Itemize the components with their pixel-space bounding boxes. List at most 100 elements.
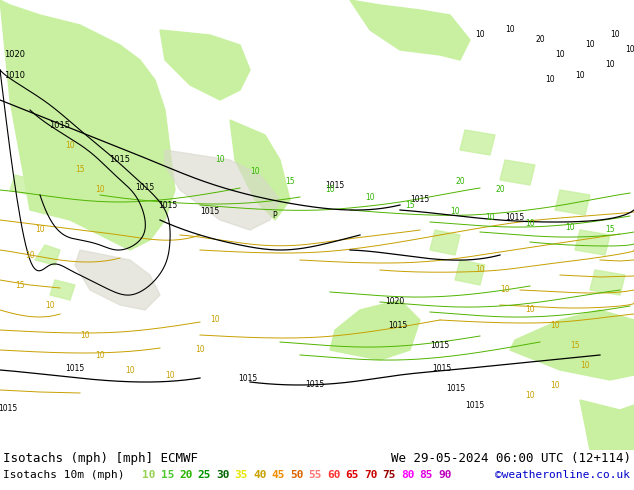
Text: 15: 15 (285, 177, 295, 187)
Text: 1015: 1015 (389, 320, 408, 329)
Polygon shape (590, 270, 625, 295)
Text: 1015: 1015 (410, 196, 430, 204)
Text: 1015: 1015 (446, 384, 465, 392)
Text: 10: 10 (580, 361, 590, 369)
Text: 1015: 1015 (430, 341, 450, 349)
Text: 10: 10 (80, 330, 90, 340)
Text: 10: 10 (95, 350, 105, 360)
Polygon shape (350, 0, 470, 60)
Polygon shape (330, 300, 420, 360)
Text: 10: 10 (65, 141, 75, 149)
Text: 20: 20 (179, 470, 193, 480)
Text: 10: 10 (585, 41, 595, 49)
Text: 25: 25 (198, 470, 211, 480)
Text: 10: 10 (125, 366, 135, 374)
Text: 15: 15 (570, 341, 580, 349)
Text: 10: 10 (195, 345, 205, 354)
Text: 90: 90 (438, 470, 451, 480)
Polygon shape (35, 245, 60, 265)
Text: 15: 15 (605, 225, 615, 235)
Polygon shape (160, 30, 250, 100)
Text: 1015: 1015 (110, 155, 131, 165)
Text: 10: 10 (525, 391, 535, 399)
Text: 1015: 1015 (136, 183, 155, 193)
Text: 10: 10 (165, 370, 175, 379)
Text: P: P (273, 211, 277, 220)
Polygon shape (580, 400, 634, 450)
Text: 10: 10 (485, 214, 495, 222)
Text: 10: 10 (555, 50, 565, 59)
Text: 1015: 1015 (158, 200, 178, 210)
Polygon shape (430, 230, 460, 255)
Text: 60: 60 (327, 470, 340, 480)
Text: 85: 85 (420, 470, 433, 480)
Text: 15: 15 (405, 200, 415, 210)
Polygon shape (575, 230, 610, 255)
Text: 10: 10 (95, 186, 105, 195)
Text: 10: 10 (325, 186, 335, 195)
Text: 1015: 1015 (465, 400, 484, 410)
Text: 40: 40 (253, 470, 266, 480)
Text: 1015: 1015 (49, 121, 70, 129)
Text: 20: 20 (455, 177, 465, 187)
Text: 10: 10 (525, 220, 535, 228)
Polygon shape (510, 310, 634, 380)
Text: 1015: 1015 (432, 364, 451, 372)
Text: 1015: 1015 (0, 403, 18, 413)
Polygon shape (50, 280, 75, 300)
Polygon shape (0, 0, 175, 250)
Text: 10: 10 (525, 305, 535, 315)
Text: 10: 10 (25, 250, 35, 260)
Text: 10: 10 (45, 300, 55, 310)
Text: 15: 15 (15, 280, 25, 290)
Text: 15: 15 (75, 166, 85, 174)
Text: 10: 10 (625, 46, 634, 54)
Text: 10: 10 (500, 286, 510, 294)
Text: 20: 20 (535, 35, 545, 45)
Text: 10: 10 (142, 470, 155, 480)
Polygon shape (10, 175, 35, 195)
Text: 10: 10 (610, 30, 620, 40)
Text: 55: 55 (309, 470, 322, 480)
Text: 15: 15 (160, 470, 174, 480)
Text: 45: 45 (271, 470, 285, 480)
Text: 10: 10 (215, 155, 225, 165)
Text: 10: 10 (550, 381, 560, 390)
Text: 65: 65 (346, 470, 359, 480)
Text: 75: 75 (382, 470, 396, 480)
Text: 10: 10 (250, 168, 260, 176)
Text: 10: 10 (365, 194, 375, 202)
Text: 20: 20 (495, 186, 505, 195)
Text: 10: 10 (605, 60, 615, 70)
Text: 70: 70 (364, 470, 377, 480)
Text: 10: 10 (505, 25, 515, 34)
Text: 1015: 1015 (200, 207, 219, 217)
Polygon shape (75, 250, 160, 310)
Text: 50: 50 (290, 470, 304, 480)
Text: 10: 10 (476, 30, 485, 40)
Polygon shape (555, 190, 590, 215)
Text: ©weatheronline.co.uk: ©weatheronline.co.uk (495, 470, 630, 480)
Text: 10: 10 (550, 320, 560, 329)
Text: 10: 10 (36, 225, 45, 235)
Text: We 29-05-2024 06:00 UTC (12+114): We 29-05-2024 06:00 UTC (12+114) (391, 452, 631, 465)
Text: 1015: 1015 (238, 373, 257, 383)
Text: 80: 80 (401, 470, 415, 480)
Text: 10: 10 (476, 266, 485, 274)
Polygon shape (460, 130, 495, 155)
Text: 10: 10 (210, 316, 220, 324)
Polygon shape (230, 120, 290, 220)
Text: 1020: 1020 (4, 50, 25, 59)
Text: 35: 35 (235, 470, 248, 480)
Text: 1010: 1010 (4, 71, 25, 79)
Polygon shape (500, 160, 535, 185)
Text: 1015: 1015 (325, 180, 345, 190)
Polygon shape (455, 260, 485, 285)
Text: 1015: 1015 (65, 364, 84, 372)
Text: 1020: 1020 (385, 297, 404, 307)
Text: 10: 10 (450, 207, 460, 217)
Text: 10: 10 (575, 71, 585, 79)
Text: Isotachs 10m (mph): Isotachs 10m (mph) (3, 470, 124, 480)
Text: 30: 30 (216, 470, 230, 480)
Text: 1015: 1015 (306, 379, 325, 389)
